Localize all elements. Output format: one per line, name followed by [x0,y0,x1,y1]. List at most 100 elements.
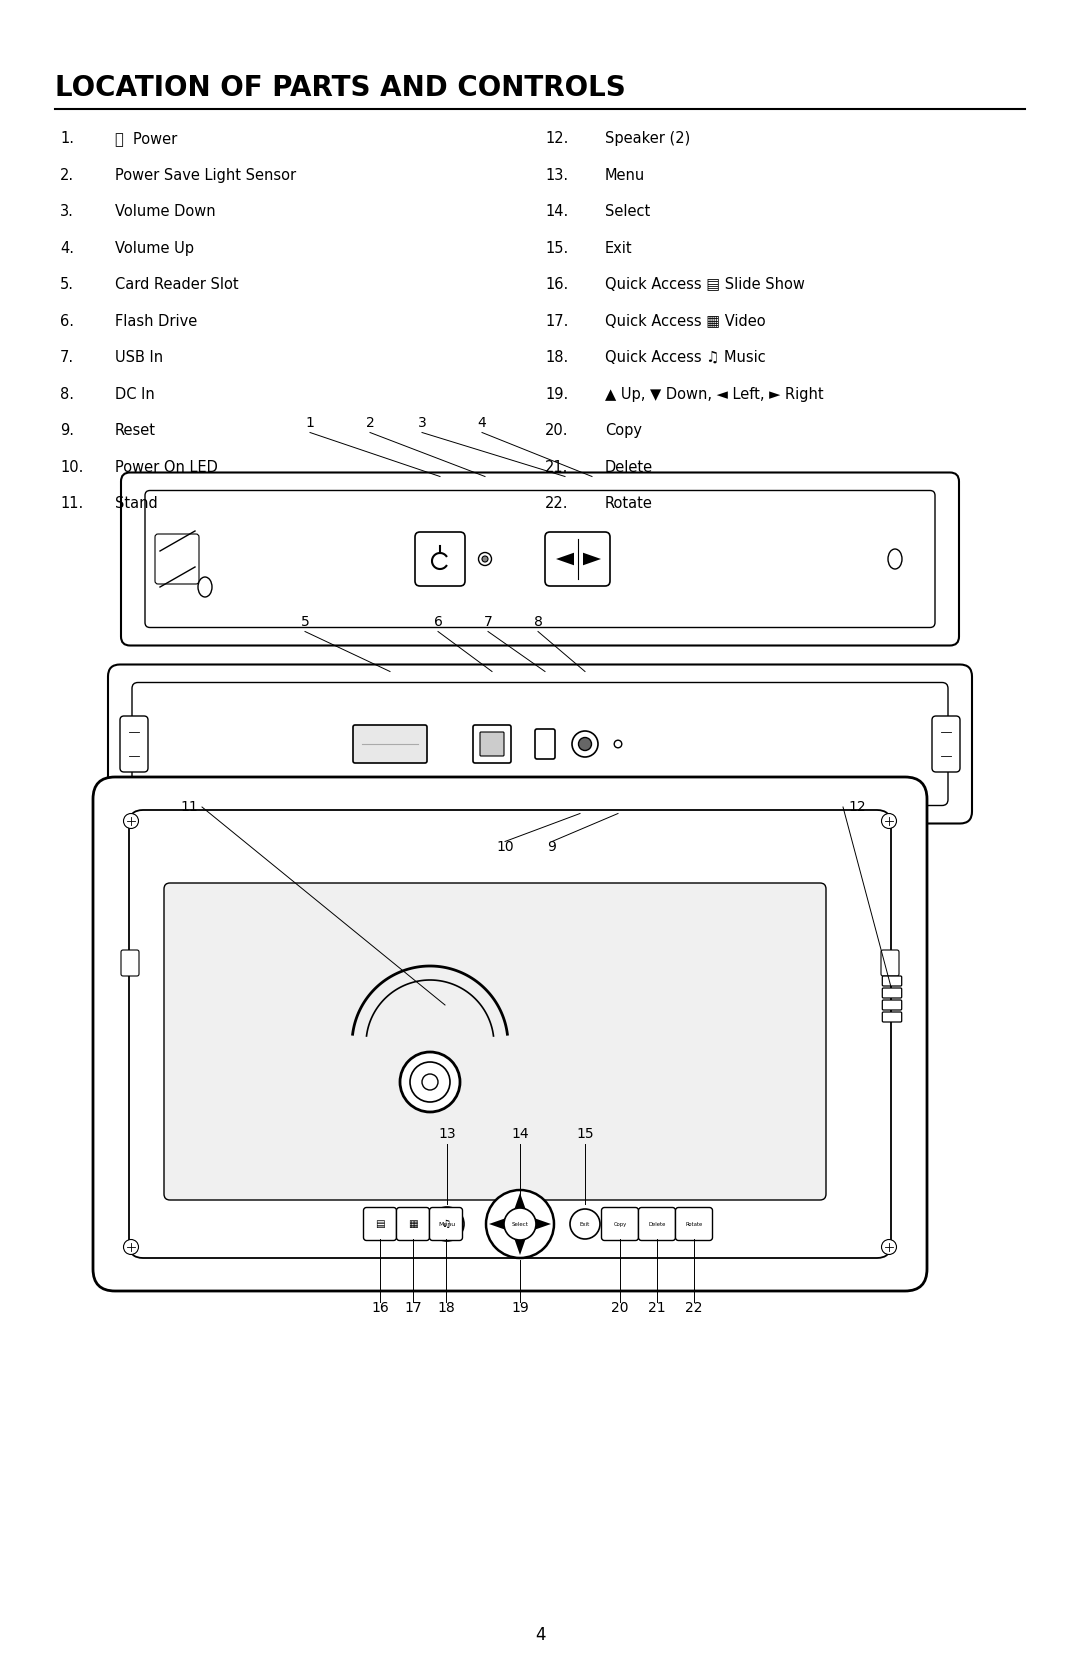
Text: 3: 3 [418,416,427,429]
FancyBboxPatch shape [545,532,610,586]
Polygon shape [489,1218,507,1230]
Text: 18: 18 [437,1302,455,1315]
Text: 7.: 7. [60,350,75,366]
FancyBboxPatch shape [480,733,504,756]
FancyBboxPatch shape [396,1207,430,1240]
Text: 21: 21 [648,1302,665,1315]
Text: Quick Access ▦ Video: Quick Access ▦ Video [605,314,766,329]
Text: Menu: Menu [438,1222,456,1227]
Text: Card Reader Slot: Card Reader Slot [114,277,239,292]
Text: 1.: 1. [60,130,75,145]
Text: ▤: ▤ [375,1218,384,1228]
FancyBboxPatch shape [881,950,899,976]
FancyBboxPatch shape [129,809,891,1258]
Text: Copy: Copy [605,422,642,437]
Circle shape [482,556,488,562]
Text: 2: 2 [366,416,375,429]
Text: 9.: 9. [60,422,75,437]
Text: 1: 1 [306,416,314,429]
Text: 4.: 4. [60,240,75,255]
FancyBboxPatch shape [675,1207,713,1240]
Circle shape [579,738,592,751]
Text: 10: 10 [496,840,514,853]
Text: 19.: 19. [545,387,568,402]
Text: Select: Select [605,204,650,219]
Circle shape [881,813,896,828]
Text: 8.: 8. [60,387,75,402]
Circle shape [123,813,138,828]
Text: Menu: Menu [605,167,645,182]
Circle shape [430,1207,464,1242]
FancyBboxPatch shape [602,1207,638,1240]
FancyBboxPatch shape [415,532,465,586]
Text: Volume Down: Volume Down [114,204,216,219]
Text: 13: 13 [438,1127,456,1142]
FancyBboxPatch shape [132,683,948,806]
Text: ▲ Up, ▼ Down, ◄ Left, ► Right: ▲ Up, ▼ Down, ◄ Left, ► Right [605,387,824,402]
Text: 22.: 22. [545,496,568,511]
FancyBboxPatch shape [120,716,148,773]
Text: Copy: Copy [613,1222,626,1227]
Text: 5.: 5. [60,277,75,292]
Text: Exit: Exit [605,240,633,255]
FancyBboxPatch shape [473,724,511,763]
Text: 6.: 6. [60,314,75,329]
Text: 15.: 15. [545,240,568,255]
Text: 15: 15 [577,1127,594,1142]
Text: Reset: Reset [114,422,156,437]
Text: Power Save Light Sensor: Power Save Light Sensor [114,167,296,182]
Text: ⏻  Power: ⏻ Power [114,130,177,145]
Text: 19: 19 [511,1302,529,1315]
FancyBboxPatch shape [430,1207,462,1240]
Circle shape [570,1208,600,1238]
FancyBboxPatch shape [121,950,139,976]
Text: 7: 7 [484,614,492,629]
Circle shape [881,1240,896,1255]
Text: 8: 8 [534,614,542,629]
Ellipse shape [888,549,902,569]
FancyBboxPatch shape [93,778,927,1292]
Text: 21.: 21. [545,459,568,474]
Text: 16: 16 [372,1302,389,1315]
Text: Rotate: Rotate [686,1222,703,1227]
Text: 18.: 18. [545,350,568,366]
Polygon shape [556,552,573,566]
Text: Stand: Stand [114,496,158,511]
Text: Quick Access ♫ Music: Quick Access ♫ Music [605,350,766,366]
Polygon shape [514,1193,526,1212]
Circle shape [123,1240,138,1255]
Circle shape [486,1190,554,1258]
Polygon shape [534,1218,551,1230]
Text: 12: 12 [848,799,866,814]
Circle shape [572,731,598,758]
FancyBboxPatch shape [145,491,935,628]
Text: Delete: Delete [605,459,653,474]
FancyBboxPatch shape [882,976,902,986]
Polygon shape [514,1237,526,1255]
FancyBboxPatch shape [535,729,555,759]
FancyBboxPatch shape [164,883,826,1200]
Text: 3.: 3. [60,204,73,219]
Text: DC In: DC In [114,387,154,402]
Circle shape [422,1073,438,1090]
Text: Quick Access ▤ Slide Show: Quick Access ▤ Slide Show [605,277,805,292]
FancyBboxPatch shape [364,1207,396,1240]
Text: 20: 20 [611,1302,629,1315]
FancyBboxPatch shape [638,1207,675,1240]
Text: LOCATION OF PARTS AND CONTROLS: LOCATION OF PARTS AND CONTROLS [55,73,625,102]
Text: 11.: 11. [60,496,83,511]
Text: Rotate: Rotate [605,496,653,511]
Text: 6: 6 [433,614,443,629]
Text: Select: Select [512,1222,528,1227]
Text: Flash Drive: Flash Drive [114,314,198,329]
Circle shape [615,739,622,748]
Text: 13.: 13. [545,167,568,182]
FancyBboxPatch shape [121,472,959,646]
FancyBboxPatch shape [156,534,199,584]
Text: Speaker (2): Speaker (2) [605,130,690,145]
Text: 14.: 14. [545,204,568,219]
Text: Exit: Exit [580,1222,590,1227]
Text: 14: 14 [511,1127,529,1142]
Text: 9: 9 [548,840,556,853]
Circle shape [410,1061,450,1102]
